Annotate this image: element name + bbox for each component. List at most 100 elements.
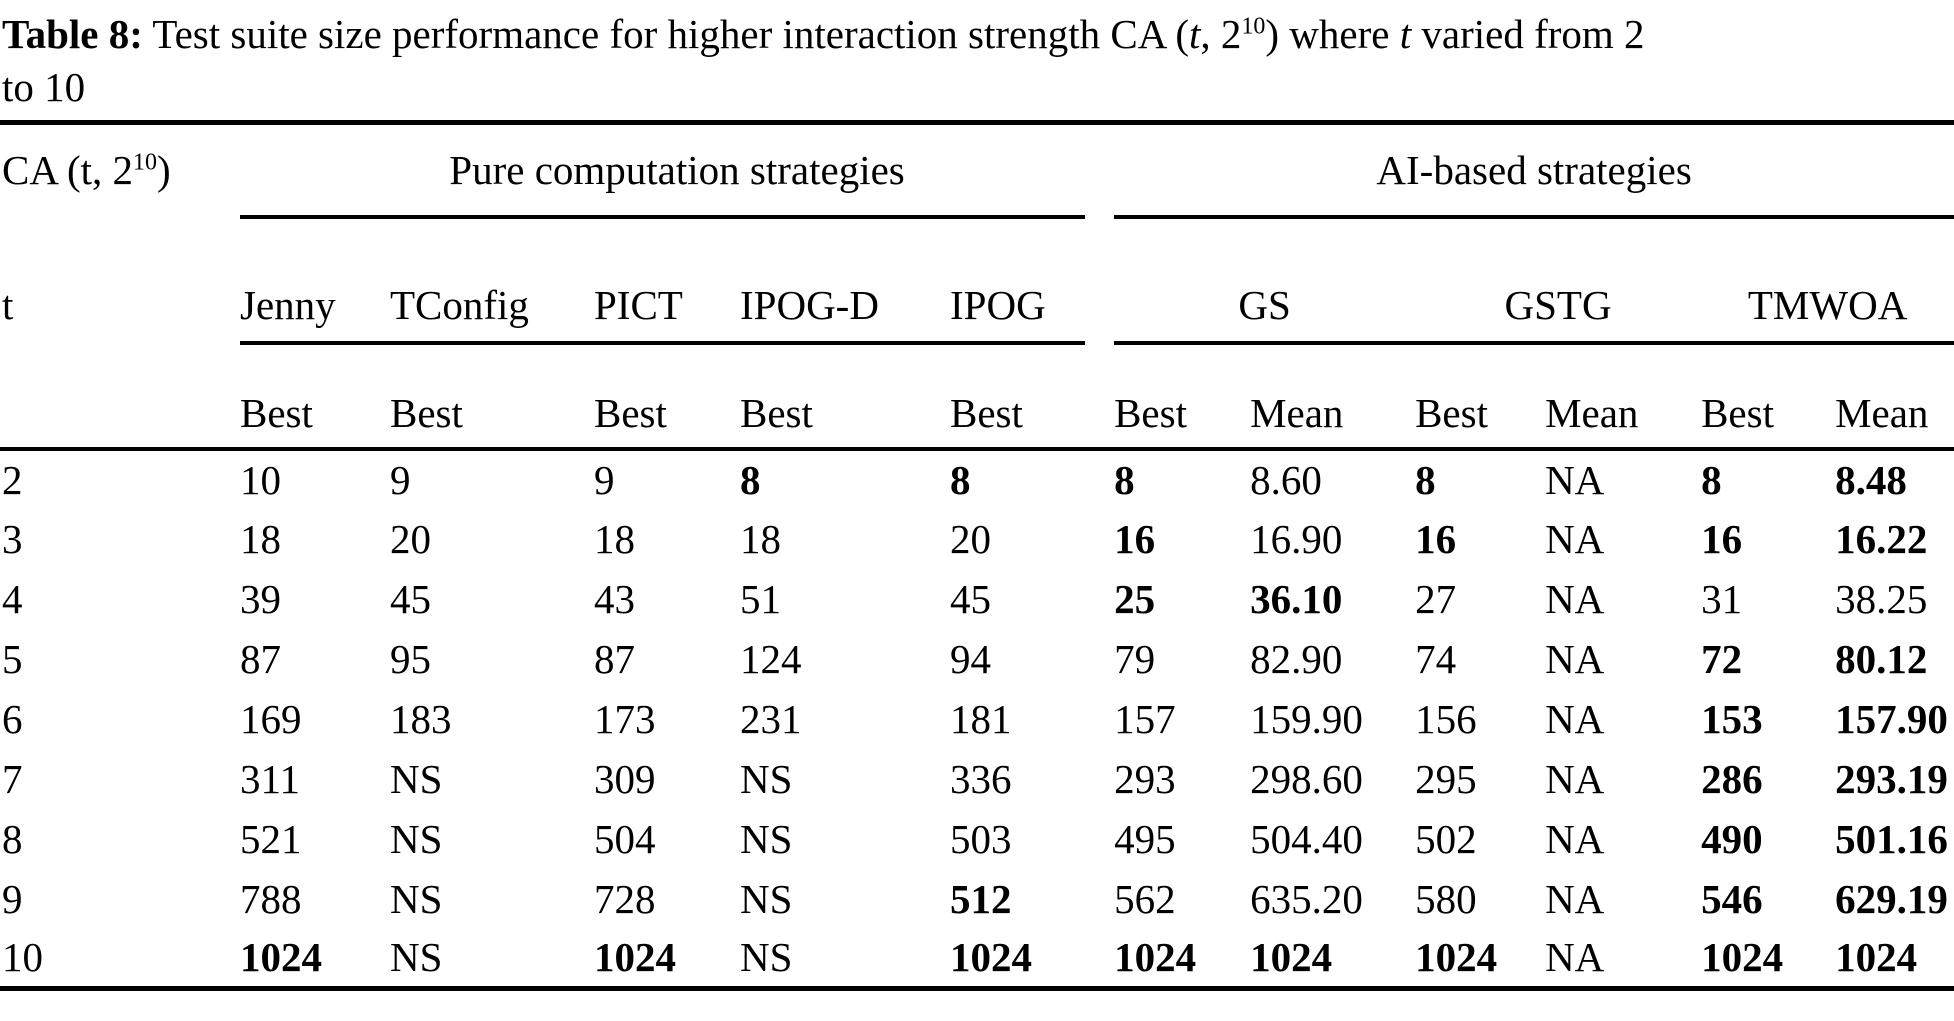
- value-cell: 8: [1415, 456, 1436, 503]
- value-cell: 18: [594, 515, 635, 562]
- value-cell: 293.19: [1835, 755, 1948, 802]
- strategy-header-gstg: GSTG: [1504, 281, 1612, 328]
- value-cell: 10: [240, 456, 281, 503]
- value-cell: 74: [1415, 635, 1457, 682]
- value-cell: 39: [240, 575, 281, 622]
- caption-label: Table 8:: [2, 11, 143, 57]
- subheader-row: Best Best Best Best Best Best Mean Best …: [0, 344, 1954, 451]
- value-cell: NA: [1545, 635, 1605, 682]
- value-cell: NA: [1545, 934, 1605, 981]
- value-cell: 181: [950, 695, 1012, 742]
- value-cell: 521: [240, 815, 302, 862]
- value-cell: 16: [1701, 515, 1743, 562]
- strategy-header-jenny: Jenny: [240, 281, 336, 328]
- t-value-cell: 5: [2, 635, 23, 682]
- value-cell: 295: [1415, 755, 1477, 802]
- value-cell: 45: [390, 575, 431, 622]
- value-cell: 1024: [1415, 934, 1498, 981]
- table-header: CA (t, 210) Pure computation strategies …: [0, 123, 1954, 451]
- value-cell: 8.60: [1250, 456, 1322, 503]
- caption-t-variable-2: t: [1399, 11, 1412, 57]
- table-row: 8 521 NS 504 NS 503 495 504.40 502 NA 490 501.16: [0, 809, 1954, 869]
- value-cell: NA: [1545, 815, 1605, 862]
- value-cell: 788: [240, 875, 302, 922]
- value-cell: 8: [740, 456, 761, 503]
- subheader-jenny-best: Best: [240, 344, 390, 451]
- value-cell: 231: [740, 695, 802, 742]
- value-cell: 45: [950, 575, 991, 622]
- caption-text-1: Test suite size performance for higher i…: [142, 11, 1189, 57]
- value-cell: 82.90: [1250, 635, 1343, 682]
- results-table: CA (t, 210) Pure computation strategies …: [0, 120, 1954, 991]
- value-cell: 635.20: [1250, 875, 1363, 922]
- caption-text-3: ) where: [1265, 11, 1400, 57]
- value-cell: 156: [1415, 695, 1477, 742]
- ca-header-cell: CA (t, 210): [0, 123, 240, 215]
- ca-header-pre: CA (t, 2: [2, 146, 133, 193]
- caption-text-5: to 10: [2, 64, 86, 110]
- value-cell: NS: [740, 934, 793, 981]
- value-cell: 31: [1701, 575, 1743, 622]
- value-cell: NA: [1545, 575, 1605, 622]
- value-cell: 80.12: [1835, 635, 1928, 682]
- value-cell: 16.90: [1250, 515, 1343, 562]
- value-cell: 72: [1701, 635, 1743, 682]
- table-row: 5 87 95 87 124 94 79 82.90 74 NA 72 80.12: [0, 629, 1954, 689]
- strategy-header-ipog-d: IPOG-D: [740, 281, 879, 328]
- subheader-gstg-mean: Mean: [1545, 344, 1702, 451]
- value-cell: NS: [740, 815, 793, 862]
- value-cell: 1024: [1701, 934, 1784, 981]
- value-cell: 1024: [594, 934, 676, 981]
- ai-based-group-rule: [1114, 214, 1954, 219]
- subheader-gs-best: Best: [1114, 344, 1251, 451]
- value-cell: 562: [1114, 875, 1176, 922]
- value-cell: 502: [1415, 815, 1477, 862]
- caption-t-variable-1: t: [1189, 11, 1201, 57]
- value-cell: 157.90: [1835, 695, 1948, 742]
- value-cell: NS: [390, 934, 443, 981]
- subheader-empty: [0, 344, 240, 451]
- value-cell: NA: [1545, 695, 1605, 742]
- value-cell: 159.90: [1250, 695, 1363, 742]
- subheader-gs-mean: Mean: [1250, 344, 1416, 451]
- value-cell: 1024: [1250, 934, 1333, 981]
- table-row: 2 10 9 9 8 8 8 8.60 8 NA 8 8.48: [0, 449, 1954, 509]
- ca-header-post: ): [157, 146, 171, 193]
- caption-text-4: varied from 2: [1411, 11, 1645, 57]
- value-cell: 38.25: [1835, 575, 1928, 622]
- t-value-cell: 10: [2, 934, 43, 981]
- pure-computation-group-rule: [240, 214, 1086, 219]
- value-cell: 51: [740, 575, 781, 622]
- value-cell: 9: [390, 456, 411, 503]
- table-row: 3 18 20 18 18 20 16 16.90 16 NA 16 16.22: [0, 509, 1954, 569]
- value-cell: NS: [390, 755, 443, 802]
- table-row: 7 311 NS 309 NS 336 293 298.60 295 NA 286 293.19: [0, 749, 1954, 809]
- t-value-cell: 6: [2, 695, 23, 742]
- caption-exponent: 10: [1241, 13, 1266, 40]
- strategy-header-row: t Jenny TConfig PICT IPOG-D IPOG GS GSTG…: [0, 219, 1954, 341]
- t-value-cell: 3: [2, 515, 23, 562]
- value-cell: 8.48: [1835, 456, 1907, 503]
- value-cell: 1024: [950, 934, 1032, 981]
- group-header-row: CA (t, 210) Pure computation strategies …: [0, 123, 1954, 215]
- pure-computation-strategy-rule: [240, 340, 1086, 345]
- t-value-cell: 2: [2, 456, 23, 503]
- value-cell: 286: [1701, 755, 1763, 802]
- value-cell: 18: [740, 515, 781, 562]
- value-cell: 8: [1701, 456, 1722, 503]
- value-cell: NA: [1545, 515, 1605, 562]
- value-cell: NA: [1545, 755, 1605, 802]
- value-cell: NS: [740, 755, 793, 802]
- value-cell: 298.60: [1250, 755, 1363, 802]
- value-cell: NS: [740, 875, 793, 922]
- strategy-header-ipog: IPOG: [950, 281, 1046, 328]
- table-row: 4 39 45 43 51 45 25 36.10 27 NA 31 38.25: [0, 569, 1954, 629]
- t-column-header: t: [2, 281, 14, 328]
- strategy-header-pict: PICT: [594, 281, 683, 328]
- group-rule-row: [0, 214, 1954, 219]
- strategy-header-tconfig: TConfig: [390, 281, 529, 328]
- subheader-ipog-best: Best: [950, 344, 1115, 451]
- value-cell: 169: [240, 695, 302, 742]
- value-cell: 18: [240, 515, 281, 562]
- value-cell: 512: [950, 875, 1012, 922]
